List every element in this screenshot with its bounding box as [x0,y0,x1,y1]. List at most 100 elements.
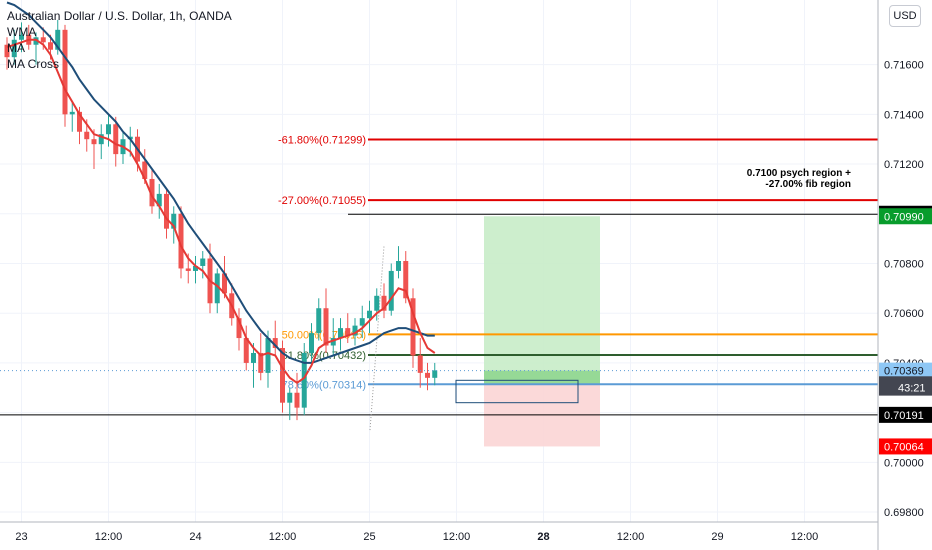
x-tick-label: 25 [363,531,375,543]
candle-body [214,273,220,304]
candle-body [84,131,90,140]
price-label-text: 0.70369 [884,366,924,378]
countdown-text: 43:21 [898,383,926,395]
position-zones[interactable] [484,216,600,447]
x-tick-label: 28 [537,531,549,543]
profit-zone[interactable] [484,216,600,385]
candle-body [33,37,39,45]
candle-body [193,265,198,271]
candle-body [330,338,336,346]
candle-body [403,261,409,299]
candle-body [164,193,169,229]
y-tick-label: 0.70600 [884,308,924,320]
currency-button[interactable]: USD [889,5,921,27]
indicator-ma[interactable]: MA [7,41,25,55]
x-tick-label: 29 [711,531,723,543]
open-pnl-zone [484,370,600,385]
horizontal-lines[interactable] [0,213,878,416]
candle-body [432,370,438,378]
y-tick-label: 0.71600 [884,60,924,72]
candle-body [265,338,271,373]
y-tick-label: 0.70000 [884,457,924,469]
candle-body [98,134,104,145]
annotations[interactable]: 0.7100 psych region +-27.00% fib region [0,168,878,404]
y-tick-label: 0.71200 [884,159,924,171]
countdown-box [879,379,932,396]
candle-body [381,295,387,311]
candle-body [367,310,372,319]
x-tick-label: 12:00 [617,531,645,543]
candle-body [222,273,227,294]
candle-body [410,298,416,356]
chart-legend: Australian Dollar / U.S. Dollar, 1h, OAN… [7,8,232,72]
candle-body [11,39,17,58]
candle-body [19,34,24,40]
candle-body [352,325,358,336]
candle-body [280,348,285,403]
candle-body [62,29,68,115]
candle-body [171,213,177,229]
candle-body [243,338,249,363]
candle-body [338,328,343,339]
candle-body [272,338,278,348]
candle-body [113,124,119,155]
x-tick-label: 12:00 [791,531,819,543]
price-label-box [879,438,932,455]
candle-body [91,139,97,145]
price-label-text: 0.70990 [884,211,924,223]
candle-body [417,355,423,373]
price-label-box [879,406,932,423]
candle-body [309,333,314,353]
x-tick-label: 24 [189,531,201,543]
chart-title: Australian Dollar / U.S. Dollar, 1h, OAN… [7,9,232,23]
price-label-box [879,208,932,225]
candle-body [185,268,191,271]
y-tick-label: 0.69800 [884,507,924,519]
candle-body [156,193,162,207]
entry-box[interactable] [455,379,579,404]
indicator-ma-cross[interactable]: MA Cross [7,57,60,71]
candle-body [251,352,256,363]
candle-body [77,111,82,132]
candle-body [69,111,75,115]
candle-body [149,178,155,207]
candle-body [142,161,148,179]
annotation-line-2[interactable]: -27.00% fib region [765,179,851,190]
ma-slow-line [6,1,435,364]
candle-body [178,213,184,269]
x-tick-label: 12:00 [443,531,471,543]
candle-body [40,37,46,43]
candle-body [301,352,307,408]
candle-body [323,308,329,346]
candle-body [106,124,111,135]
fib-level-label: -61.80%(0.71299) [278,134,366,146]
candle-body [316,308,322,334]
fib-trend-line[interactable] [369,246,385,431]
price-label-text: 0.70191 [884,410,924,422]
candle-body [396,261,401,271]
x-tick-label: 12:00 [95,531,123,543]
price-scale-labels: 0.710000.709900.703690.703140.701910.700… [879,205,932,455]
moving-averages [6,1,436,385]
candle-body [294,392,300,408]
y-tick-label: 0.71400 [884,109,924,121]
x-tick-label: 12:00 [269,531,297,543]
candle-body [359,318,365,326]
candle-body [200,258,206,266]
candle-body [48,42,53,50]
indicator-wma[interactable]: WMA [7,25,37,39]
price-label-text: 0.70064 [884,441,924,453]
candle-body [287,392,293,403]
grid-lines [0,0,878,522]
candle-body [388,270,394,311]
annotation-line-1[interactable]: 0.7100 psych region + [747,168,851,179]
candle-body [374,295,380,311]
y-tick-label: 0.70800 [884,258,924,270]
candlestick-series [4,19,438,421]
fib-level-label: -27.00%(0.71055) [278,195,366,207]
price-label-box [879,362,932,379]
candle-body [258,352,264,373]
ma-fast-line [6,38,436,385]
